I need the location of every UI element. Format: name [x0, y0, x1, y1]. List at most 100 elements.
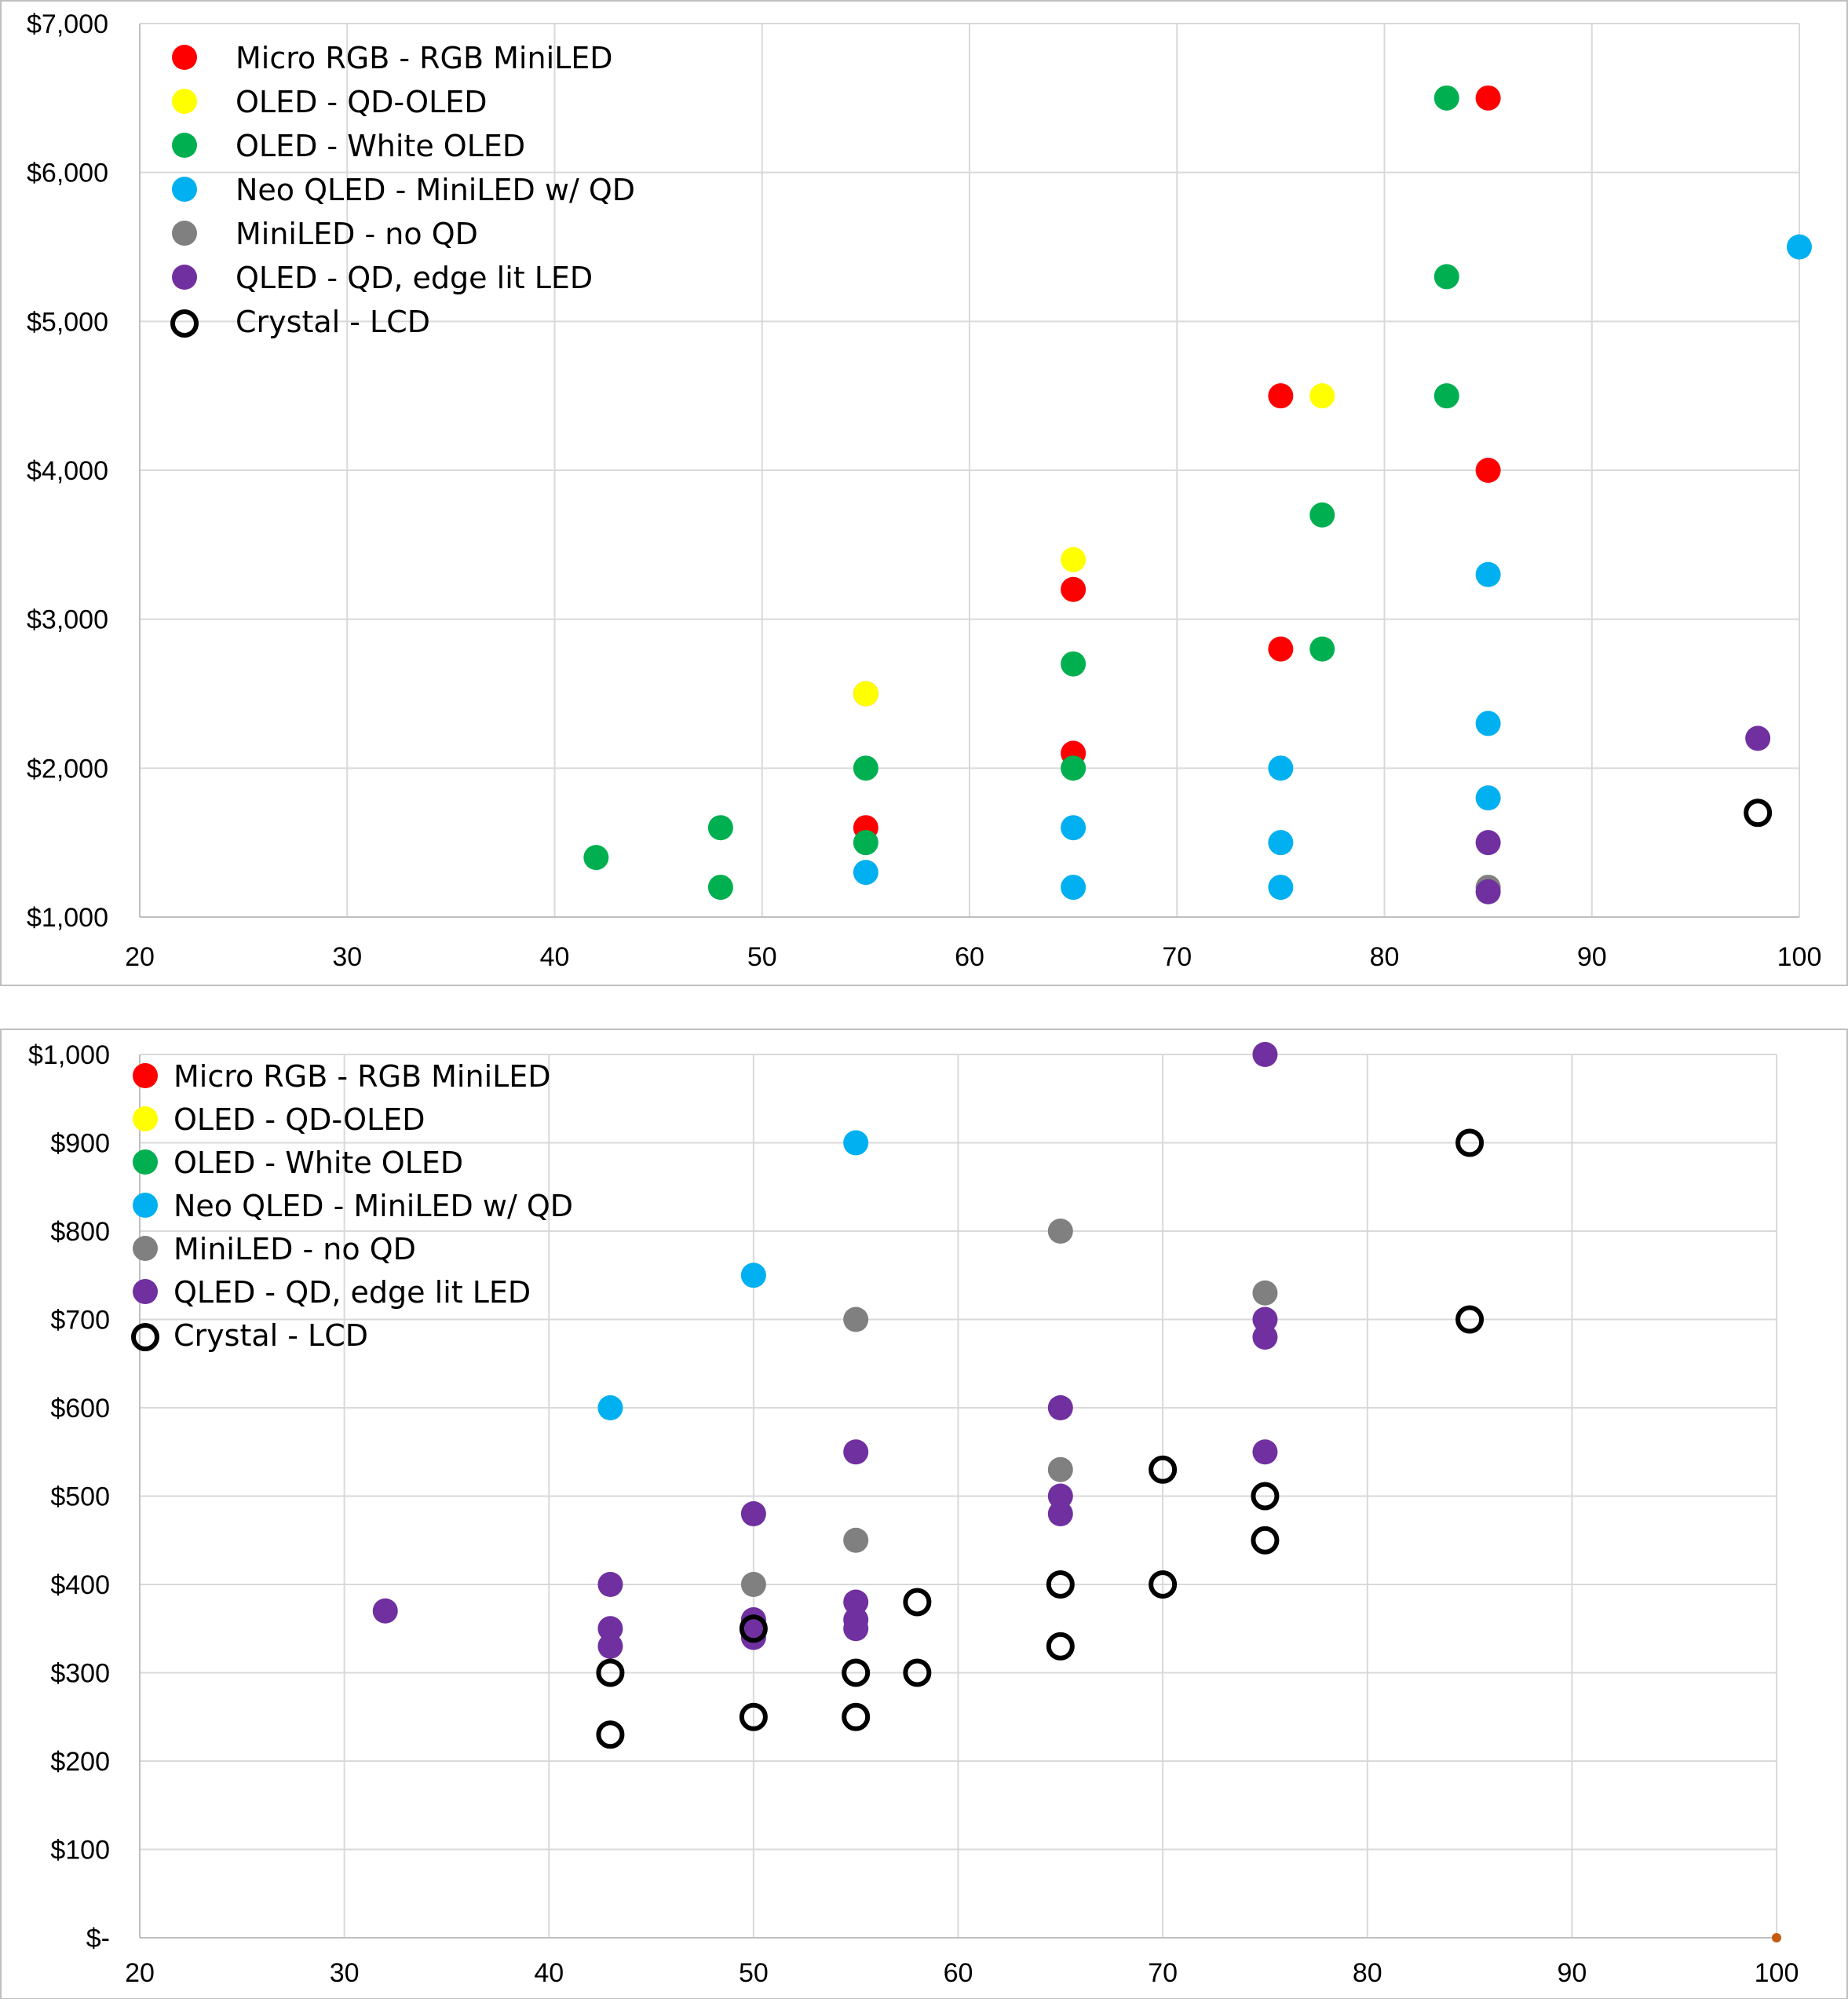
data-point — [842, 1658, 871, 1687]
x-tick-label: 90 — [1577, 942, 1607, 972]
chart-1: 20 30 40 50 60 70 80 90 100 $1,000 $2,000 $3,000 $4,… — [0, 0, 1848, 986]
axis-end-marker — [1772, 1933, 1781, 1942]
data-point — [1047, 1219, 1073, 1244]
data-point — [1061, 546, 1087, 572]
legend-label: Crystal - LCD — [236, 305, 430, 339]
x-tick-label: 40 — [534, 1958, 564, 1988]
data-point — [1475, 561, 1501, 587]
x-tick-label: 60 — [944, 1958, 973, 1988]
data-point — [740, 1572, 766, 1597]
y-tick-label: $900 — [50, 1129, 110, 1159]
data-point — [597, 1633, 623, 1659]
data-point — [1744, 799, 1773, 828]
data-point — [1475, 458, 1501, 483]
data-point — [1061, 815, 1087, 841]
chart-2: 20 30 40 50 60 70 80 90 100 $- $100 $200 $300 $400 $50… — [0, 1029, 1848, 1999]
legend-label: Micro RGB - RGB MiniLED — [236, 41, 613, 75]
data-point — [1061, 651, 1087, 677]
legend-label: Crystal - LCD — [173, 1318, 368, 1353]
x-tick-label: 20 — [125, 1958, 155, 1988]
x-tick-label: 100 — [1755, 1958, 1799, 1988]
data-point — [1268, 830, 1294, 856]
y-tick-label: $600 — [50, 1394, 110, 1423]
data-point — [596, 1720, 625, 1749]
data-point — [1252, 1439, 1278, 1465]
data-point — [843, 1306, 869, 1332]
legend: Micro RGB - RGB MiniLED OLED - QD-OLED OLE… — [131, 1059, 573, 1353]
data-point — [1475, 830, 1501, 856]
data-point — [853, 830, 878, 856]
y-tick-label: $1,000 — [27, 903, 108, 933]
chart-frame — [0, 1029, 1848, 1999]
legend-label: OLED - QD-OLED — [173, 1102, 425, 1137]
x-tick-label: 50 — [747, 942, 777, 972]
legend-label: OLED - QD-OLED — [236, 85, 488, 119]
data-point — [1455, 1305, 1485, 1334]
data-point — [1149, 1455, 1178, 1484]
legend: Micro RGB - RGB MiniLED OLED - QD-OLED OLE… — [170, 41, 635, 339]
x-tick-label: 60 — [955, 942, 984, 972]
data-point — [740, 1501, 766, 1526]
y-tick-label: $500 — [50, 1482, 110, 1512]
legend-marker — [133, 1236, 158, 1261]
legend-label: Neo QLED - MiniLED w/ QD — [173, 1189, 573, 1223]
data-point — [740, 1624, 766, 1650]
y-tick-label: $1,000 — [28, 1040, 110, 1070]
x-tick-label: 20 — [125, 942, 155, 972]
data-point — [597, 1572, 623, 1597]
data-point — [1433, 85, 1459, 111]
data-point — [740, 1263, 766, 1288]
y-tick-label: $4,000 — [27, 456, 108, 486]
legend-label: MiniLED - no QD — [236, 217, 478, 251]
y-tick-label: $300 — [50, 1659, 110, 1689]
data-point — [1252, 1280, 1278, 1306]
y-tick-label: $7,000 — [27, 9, 108, 39]
data-point — [903, 1658, 932, 1687]
x-tick-label: 80 — [1353, 1958, 1382, 1988]
data-point — [372, 1598, 398, 1624]
series-crystal-lcd — [1744, 799, 1773, 828]
x-tick-label: 30 — [332, 942, 362, 972]
data-point — [853, 860, 878, 886]
data-point — [1787, 234, 1812, 260]
y-tick-label: $700 — [50, 1306, 110, 1336]
x-tick-label: 80 — [1370, 942, 1400, 972]
data-point — [1047, 1483, 1073, 1509]
series-qled-qd-edge-lit-led — [1475, 725, 1771, 904]
y-tick-label: $6,000 — [27, 159, 108, 188]
data-point — [843, 1527, 869, 1553]
legend-marker — [133, 1279, 158, 1304]
data-point — [596, 1658, 625, 1687]
data-point — [583, 845, 609, 871]
legend-marker — [131, 1323, 159, 1351]
legend-marker — [172, 221, 197, 246]
data-point — [1475, 879, 1501, 904]
data-point — [1268, 755, 1294, 781]
data-point — [1309, 502, 1335, 528]
data-point — [739, 1702, 768, 1731]
data-point — [1268, 636, 1294, 662]
series-oled-qd-oled — [853, 383, 1335, 707]
y-tick-label: $200 — [50, 1747, 110, 1777]
data-point — [707, 815, 733, 841]
data-point — [1251, 1526, 1280, 1555]
legend-marker — [133, 1063, 158, 1088]
x-tick-label: 90 — [1557, 1958, 1587, 1988]
y-tick-label: $5,000 — [27, 307, 108, 337]
data-point — [1061, 576, 1087, 602]
data-point — [1475, 785, 1501, 811]
series-crystal-lcd — [596, 1128, 1485, 1749]
legend-marker — [172, 265, 197, 290]
series-qled-qd-edge-lit-led — [372, 1042, 1278, 1659]
series-miniled-no-qd — [740, 1219, 1278, 1597]
y-tick-label: $100 — [50, 1836, 110, 1866]
y-tick-label: $- — [86, 1924, 110, 1953]
legend-label: OLED - White OLED — [236, 129, 525, 163]
data-point — [1745, 725, 1771, 751]
data-point — [1433, 264, 1459, 290]
data-point — [597, 1616, 623, 1642]
data-point — [740, 1607, 766, 1632]
y-tick-label: $3,000 — [27, 605, 108, 635]
data-point — [1475, 85, 1501, 111]
x-tick-label: 70 — [1162, 942, 1192, 972]
